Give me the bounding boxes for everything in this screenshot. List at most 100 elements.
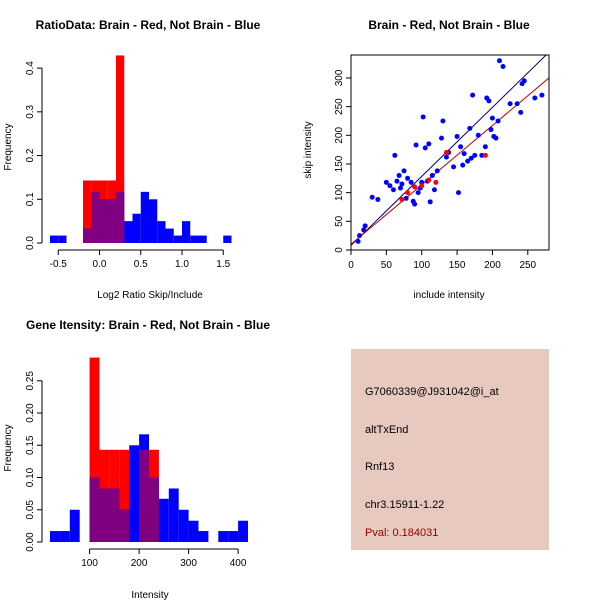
brain-bar: [89, 357, 100, 542]
y-axis-label: skip intensity: [303, 121, 314, 178]
x-tick-label: 0: [348, 260, 354, 271]
brain-point: [482, 152, 488, 158]
brain-point: [419, 183, 425, 189]
not-brain-point: [427, 199, 433, 205]
brain-bar: [119, 449, 130, 542]
overlap-bar: [83, 228, 92, 243]
info-panel: G7060339@J931042@i_at altTxEnd Rnf13 chr…: [351, 349, 549, 550]
not-brain-bar: [165, 228, 174, 243]
not-brain-bar: [198, 235, 207, 243]
x-tick-label: -0.5: [50, 259, 68, 270]
histogram-bars: [50, 357, 248, 542]
not-brain-point: [465, 158, 471, 164]
not-brain-bar: [69, 509, 80, 542]
not-brain-bar: [182, 221, 191, 243]
scatter-points: [355, 58, 545, 244]
not-brain-point: [361, 227, 367, 233]
x-axis-label: Log2 Ratio Skip/Include: [97, 290, 203, 301]
y-tick-label: 0.25: [25, 371, 36, 391]
not-brain-point: [514, 101, 520, 107]
not-brain-point: [495, 118, 501, 124]
not-brain-bar: [50, 531, 60, 542]
x-tick-label: 150: [449, 260, 466, 271]
not-brain-point: [518, 109, 524, 115]
not-brain-point: [398, 185, 403, 191]
not-brain-bar: [58, 235, 67, 243]
not-brain-point: [507, 101, 513, 107]
not-brain-point: [394, 178, 400, 184]
not-brain-bar: [158, 498, 169, 542]
p-value: Pval: 0.184031: [365, 527, 439, 539]
not-brain-point: [422, 145, 428, 151]
brain-point: [412, 184, 418, 190]
not-brain-point: [489, 115, 495, 121]
overlap-bar: [119, 509, 130, 542]
y-tick-label: 0.1: [25, 192, 36, 206]
not-brain-bar: [157, 221, 166, 243]
not-brain-point: [443, 154, 449, 160]
not-brain-point: [426, 141, 432, 147]
x-tick-label: 100: [81, 558, 98, 569]
not-brain-point: [369, 194, 375, 200]
overlap-bar: [99, 199, 108, 243]
not-brain-point: [468, 155, 474, 161]
brain-bar: [83, 180, 92, 243]
gene-intensity-histogram: Gene Itensity: Brain - Red, Not Brain - …: [3, 318, 270, 600]
y-tick-label: 0.3: [25, 104, 36, 118]
not-brain-point: [497, 58, 502, 64]
intensity-scatter: Brain - Red, Not Brain - Blue 0 50 100 150 2…: [303, 18, 550, 301]
x-tick-label: 1.5: [216, 259, 230, 270]
not-brain-bar: [223, 235, 232, 243]
x-tick-label: 50: [381, 260, 393, 271]
not-brain-point: [420, 114, 426, 120]
x-tick-label: 1.0: [175, 259, 189, 270]
not-brain-bar: [188, 520, 199, 542]
not-brain-point: [429, 172, 435, 178]
not-brain-point: [401, 168, 407, 174]
not-brain-point: [439, 135, 445, 141]
y-tick-label: 100: [334, 184, 345, 201]
not-brain-point: [488, 127, 494, 133]
x-axis-label: include intensity: [413, 290, 484, 301]
y-tick-label: 0.0: [25, 236, 36, 250]
overlap-bar: [109, 488, 120, 542]
not-brain-point: [405, 175, 411, 181]
not-brain-point: [392, 152, 398, 158]
not-brain-point: [375, 197, 381, 203]
brain-point: [433, 179, 439, 185]
not-brain-point: [434, 168, 440, 174]
not-brain-point: [431, 187, 437, 193]
x-tick-label: 0.5: [134, 259, 148, 270]
not-brain-bar: [168, 488, 179, 542]
brain-point: [399, 197, 405, 203]
brain-point: [405, 190, 411, 196]
not-brain-point: [355, 238, 361, 244]
overlap-bar: [89, 477, 100, 542]
overlap-bar: [116, 191, 125, 243]
not-brain-bar: [228, 531, 239, 542]
not-brain-bar: [124, 221, 133, 243]
y-tick-label: 300: [334, 69, 345, 86]
event-type: altTxEnd: [365, 424, 409, 436]
not-brain-point: [356, 233, 362, 239]
y-tick-label: 0.15: [25, 435, 36, 455]
x-tick-label: 300: [180, 558, 197, 569]
x-tick-label: 200: [484, 260, 501, 271]
not-brain-point: [532, 95, 538, 101]
not-brain-point: [475, 132, 481, 138]
not-brain-point: [396, 172, 402, 178]
not-brain-bar: [173, 235, 182, 243]
not-brain-point: [467, 125, 473, 131]
not-brain-point: [460, 162, 466, 168]
not-brain-point: [390, 187, 396, 193]
overlap-bar: [149, 477, 159, 542]
y-tick-label: 50: [334, 215, 345, 227]
genomic-location: chr3.15911-1.22: [365, 499, 445, 511]
y-tick-label: 0.05: [25, 500, 36, 520]
brain-point: [426, 177, 432, 183]
not-brain-point: [387, 183, 393, 189]
not-brain-point: [383, 179, 389, 185]
not-brain-point: [412, 201, 418, 207]
not-brain-point: [482, 144, 488, 150]
